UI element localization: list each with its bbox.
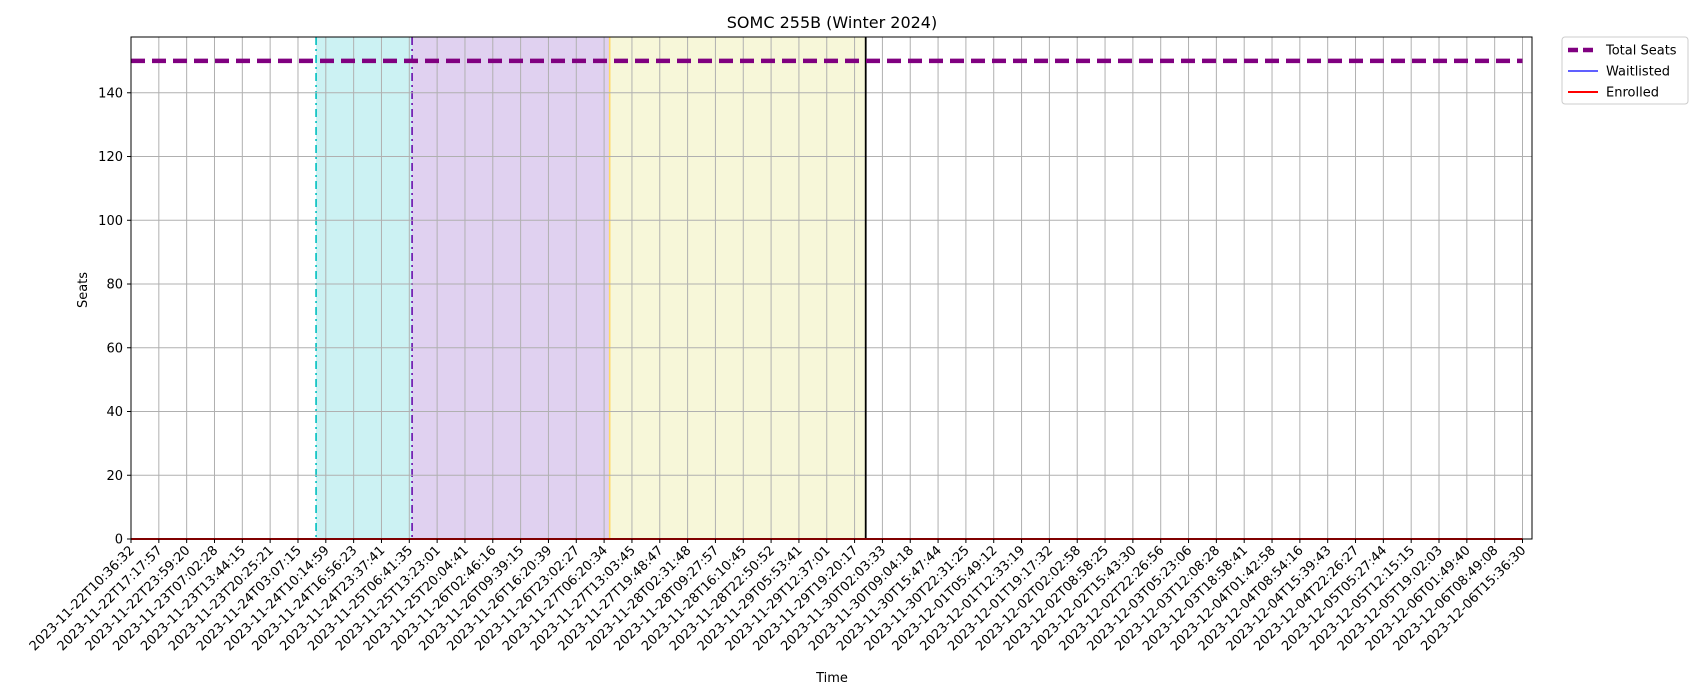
legend-label-2: Enrolled [1606,86,1659,101]
y-tick-label: 100 [98,214,123,229]
legend-label-0: Total Seats [1605,44,1677,59]
chart-title: SOMC 255B (Winter 2024) [727,13,937,32]
y-tick-label: 120 [98,150,123,165]
x-ticks: 2023-11-22T10:36:322023-11-22T17:17:5720… [27,539,1529,654]
shaded-regions [315,37,866,539]
y-ticks: 0 20 40 60 80 100 120 140 [98,86,131,548]
plot-frame [130,36,1533,540]
y-tick-label: 0 [115,533,123,548]
y-tick-label: 20 [106,469,123,484]
axes [130,36,1533,540]
y-tick-label: 80 [106,278,123,293]
shaded-region-0 [316,37,413,539]
y-tick-label: 60 [106,341,123,356]
legend: Total Seats Waitlisted Enrolled [1561,36,1689,105]
x-axis-label: Time [815,671,848,686]
y-axis-label: Seats [76,272,91,308]
shaded-region-1 [412,37,610,539]
grid-lines [130,37,1532,540]
y-tick-label: 140 [98,86,123,101]
legend-label-1: Waitlisted [1606,65,1670,80]
legend-frame [1561,36,1689,105]
shaded-region-2 [609,37,866,539]
y-tick-label: 40 [106,405,123,420]
